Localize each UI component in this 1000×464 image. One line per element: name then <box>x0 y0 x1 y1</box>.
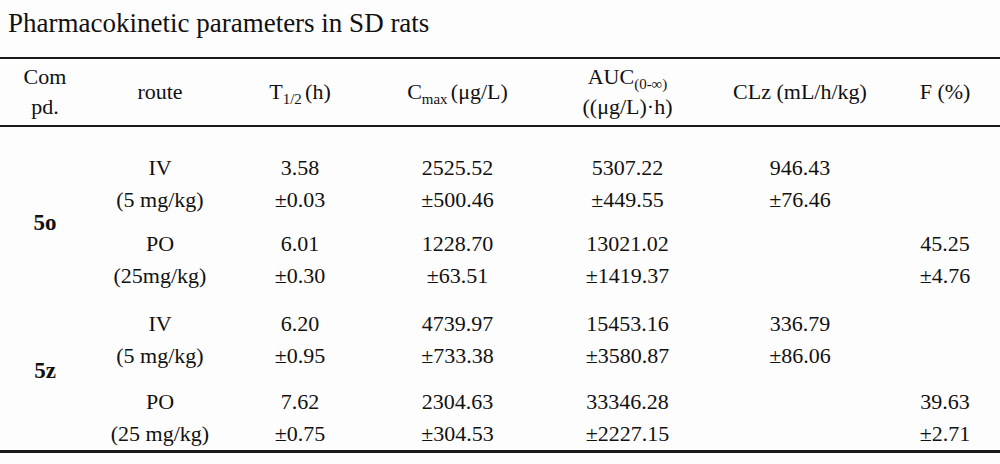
auc-symbol: AUC <box>588 64 634 89</box>
auc-symbol-line: AUC(0-∞) <box>545 62 710 92</box>
compound-label: 5o <box>0 126 90 292</box>
dose-cell: (25 mg/kg) <box>90 418 230 452</box>
t-half-value-cell: 7.62 <box>230 372 370 418</box>
t-half-sd-cell: ±0.30 <box>230 260 370 292</box>
cmax-symbol: C <box>407 79 422 104</box>
t-half-sd-cell: ±0.95 <box>230 340 370 372</box>
t-half-symbol: T <box>269 79 282 104</box>
t-half-value-cell: 6.01 <box>230 216 370 260</box>
col-header-cmax: Cmax(μg/L) <box>370 58 545 126</box>
f-value-cell: 39.63 <box>890 372 1000 418</box>
route-cell: IV <box>90 126 230 184</box>
table-header: Com pd. route T1/2(h) Cmax(μg/L) AUC(0-∞… <box>0 58 1000 126</box>
cmax-sd-cell: ±500.46 <box>370 184 545 216</box>
f-sd-cell <box>890 340 1000 372</box>
auc-sd-cell: ±449.55 <box>545 184 710 216</box>
table-row: PO 6.01 1228.70 13021.02 45.25 <box>0 216 1000 260</box>
clz-sd-cell: ±86.06 <box>710 340 890 372</box>
header-row: Com pd. route T1/2(h) Cmax(μg/L) AUC(0-∞… <box>0 58 1000 126</box>
table-row: (25 mg/kg) ±0.75 ±304.53 ±2227.15 ±2.71 <box>0 418 1000 452</box>
col-header-route: route <box>90 58 230 126</box>
t-half-value-cell: 3.58 <box>230 126 370 184</box>
auc-value-cell: 13021.02 <box>545 216 710 260</box>
auc-value-cell: 5307.22 <box>545 126 710 184</box>
table-row: 5o IV 3.58 2525.52 5307.22 946.43 <box>0 126 1000 184</box>
auc-value-cell: 15453.16 <box>545 292 710 340</box>
table-row: (5 mg/kg) ±0.03 ±500.46 ±449.55 ±76.46 <box>0 184 1000 216</box>
cmax-value-cell: 4739.97 <box>370 292 545 340</box>
col-header-t-half: T1/2(h) <box>230 58 370 126</box>
f-value-cell <box>890 292 1000 340</box>
route-cell: IV <box>90 292 230 340</box>
f-sd-cell <box>890 184 1000 216</box>
cmax-unit: (μg/L) <box>451 79 508 104</box>
cmax-value-cell: 1228.70 <box>370 216 545 260</box>
f-sd-cell: ±4.76 <box>890 260 1000 292</box>
route-cell: PO <box>90 216 230 260</box>
paper-table-page: Pharmacokinetic parameters in SD rats Co… <box>0 0 1000 464</box>
t-half-sd-cell: ±0.03 <box>230 184 370 216</box>
table-row: (5 mg/kg) ±0.95 ±733.38 ±3580.87 ±86.06 <box>0 340 1000 372</box>
auc-sd-cell: ±3580.87 <box>545 340 710 372</box>
cmax-value-cell: 2304.63 <box>370 372 545 418</box>
t-half-value-cell: 6.20 <box>230 292 370 340</box>
table-body: 5o IV 3.58 2525.52 5307.22 946.43 (5 mg/… <box>0 126 1000 452</box>
f-value-cell <box>890 126 1000 184</box>
pk-table: Com pd. route T1/2(h) Cmax(μg/L) AUC(0-∞… <box>0 57 1000 453</box>
cmax-subscript: max <box>422 91 448 107</box>
t-half-subscript: 1/2 <box>283 91 302 107</box>
table-row: (25mg/kg) ±0.30 ±63.51 ±1419.37 ±4.76 <box>0 260 1000 292</box>
clz-value-cell: 946.43 <box>710 126 890 184</box>
t-half-unit: (h) <box>305 79 331 104</box>
route-cell: PO <box>90 372 230 418</box>
cmax-sd-cell: ±63.51 <box>370 260 545 292</box>
clz-sd-cell <box>710 418 890 452</box>
dose-cell: (5 mg/kg) <box>90 340 230 372</box>
dose-cell: (5 mg/kg) <box>90 184 230 216</box>
col-header-compound: Com pd. <box>0 58 90 126</box>
col-header-f: F (%) <box>890 58 1000 126</box>
f-value-cell: 45.25 <box>890 216 1000 260</box>
cmax-sd-cell: ±304.53 <box>370 418 545 452</box>
clz-value-cell <box>710 372 890 418</box>
clz-value-cell <box>710 216 890 260</box>
col-header-auc: AUC(0-∞) ((μg/L)·h) <box>545 58 710 126</box>
col-header-compound-line2: pd. <box>0 92 90 122</box>
col-header-clz: CLz (mL/h/kg) <box>710 58 890 126</box>
clz-value-cell: 336.79 <box>710 292 890 340</box>
f-sd-cell: ±2.71 <box>890 418 1000 452</box>
compound-label: 5z <box>0 292 90 452</box>
auc-sd-cell: ±2227.15 <box>545 418 710 452</box>
table-row: PO 7.62 2304.63 33346.28 39.63 <box>0 372 1000 418</box>
col-header-compound-line1: Com <box>0 62 90 92</box>
table-title: Pharmacokinetic parameters in SD rats <box>0 0 1000 57</box>
cmax-value-cell: 2525.52 <box>370 126 545 184</box>
auc-subscript: (0-∞) <box>634 76 667 92</box>
dose-cell: (25mg/kg) <box>90 260 230 292</box>
table-row: 5z IV 6.20 4739.97 15453.16 336.79 <box>0 292 1000 340</box>
t-half-sd-cell: ±0.75 <box>230 418 370 452</box>
clz-sd-cell <box>710 260 890 292</box>
auc-sd-cell: ±1419.37 <box>545 260 710 292</box>
cmax-sd-cell: ±733.38 <box>370 340 545 372</box>
auc-unit: ((μg/L)·h) <box>545 92 710 122</box>
clz-sd-cell: ±76.46 <box>710 184 890 216</box>
auc-value-cell: 33346.28 <box>545 372 710 418</box>
